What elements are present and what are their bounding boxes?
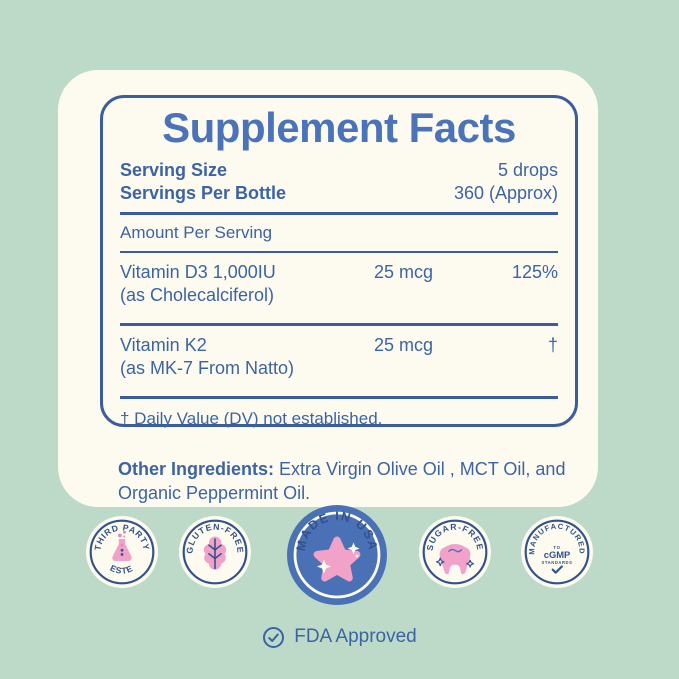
badge-disc — [521, 516, 593, 588]
nutrient-row-vitamin-k2: Vitamin K2 (as MK-7 From Natto) 25 mcg † — [120, 326, 558, 389]
nutrient-name: Vitamin D3 1,000IU (as Cholecalciferol) — [120, 261, 374, 307]
nutrient-row-vitamin-d3: Vitamin D3 1,000IU (as Cholecalciferol) … — [120, 253, 558, 316]
servings-per-bottle-row: Servings Per Bottle 360 (Approx) — [120, 182, 558, 205]
serving-size-row: Serving Size 5 drops — [120, 159, 558, 182]
panel-title: Supplement Facts — [162, 104, 516, 151]
nutrient-form-line: (as Cholecalciferol) — [120, 285, 275, 306]
badge-ring — [524, 519, 590, 585]
divider-thin — [120, 251, 558, 254]
supplement-label-card: Supplement Facts Serving Size 5 drops Se… — [58, 70, 598, 507]
badge-center-line1: TO — [553, 545, 560, 550]
leaf-icon — [203, 536, 227, 570]
checkmark-icon — [551, 565, 563, 574]
divider-thick — [120, 396, 558, 400]
nutrient-form-line: (as MK-7 From Natto) — [120, 358, 295, 379]
divider-thick — [120, 212, 558, 216]
daily-value-footnote: † Daily Value (DV) not established. — [120, 409, 383, 429]
serving-size-label: Serving Size — [120, 160, 228, 181]
badge-center-line2: cGMP — [544, 550, 571, 560]
sparkle-icon — [317, 542, 360, 574]
tooth-icon — [435, 544, 475, 575]
nutrient-daily-value: 125% — [511, 262, 558, 283]
amount-per-serving-heading: Amount Per Serving — [120, 223, 273, 243]
nutrient-name-line: Vitamin K2 — [120, 335, 207, 356]
serving-size-value: 5 drops — [497, 160, 558, 181]
badge-ring — [182, 519, 248, 585]
fda-approved-text: FDA Approved — [294, 626, 417, 647]
divider-thick — [120, 323, 558, 327]
badge-ring — [89, 519, 155, 585]
supplement-facts-panel: Supplement Facts Serving Size 5 drops Se… — [100, 95, 578, 428]
badge-ring — [422, 519, 488, 585]
badge-cgmp: MANUFACTURED TO cGMP STANDARDS — [521, 516, 593, 588]
servings-per-bottle-value: 360 (Approx) — [453, 183, 558, 204]
other-ingredients-text: Extra Virgin Olive Oil , MCT Oil, and Or… — [118, 459, 566, 503]
badge-ring — [293, 511, 381, 599]
star-icon — [313, 536, 361, 582]
nutrient-amount: 25 mcg — [374, 335, 434, 356]
badge-third-party-tested: THIRD PARTY TESTED — [86, 516, 158, 588]
flask-icon — [112, 530, 132, 562]
sparkle-icon — [435, 557, 475, 568]
badge-sugar-free: SUGAR-FREE — [419, 516, 491, 588]
servings-per-bottle-label: Servings Per Bottle — [120, 183, 287, 204]
nutrient-name-line: Vitamin D3 1,000IU — [120, 262, 276, 283]
nutrient-daily-value: † — [547, 335, 558, 356]
nutrient-amount: 25 mcg — [374, 262, 434, 283]
badge-made-in-usa: MADE IN USA — [287, 505, 387, 605]
badge-gluten-free: GLUTEN-FREE — [179, 516, 251, 588]
fda-approved-row: FDA Approved — [0, 623, 679, 651]
check-circle-icon — [263, 626, 285, 648]
other-ingredients: Other Ingredients: Extra Virgin Olive Oi… — [118, 457, 586, 505]
nutrient-name: Vitamin K2 (as MK-7 From Natto) — [120, 334, 374, 380]
other-ingredients-label: Other Ingredients: — [118, 459, 275, 479]
badge-center-line3: STANDARDS — [542, 560, 573, 565]
